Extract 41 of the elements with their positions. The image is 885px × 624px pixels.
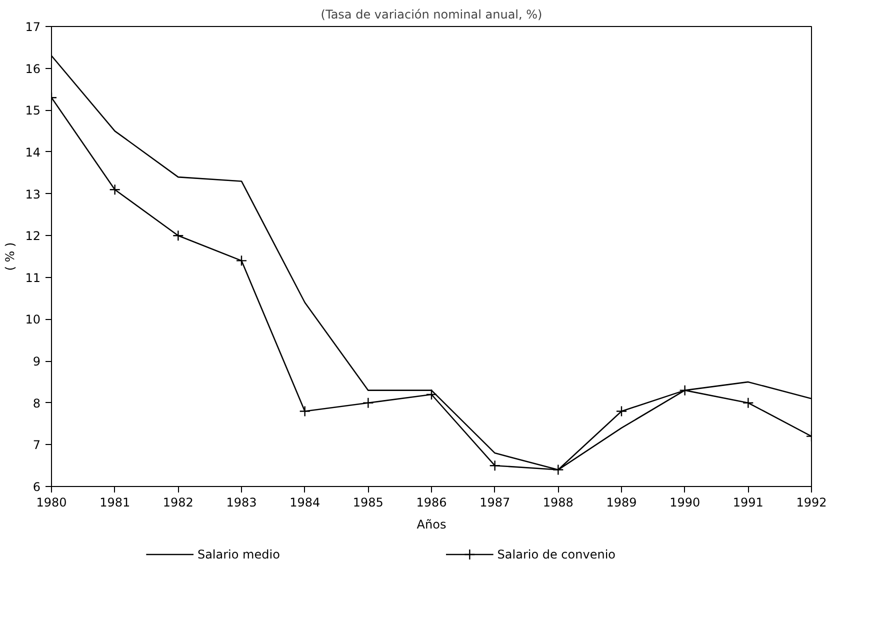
y-tick-label: 7 <box>32 438 41 452</box>
legend-label: Salario medio <box>197 548 280 562</box>
x-tick-label: 1987 <box>480 496 510 510</box>
x-tick-label: 1982 <box>162 496 194 510</box>
x-axis-title: Años <box>416 518 446 532</box>
x-tick-label: 1989 <box>606 496 637 510</box>
x-tick-label: 1980 <box>36 496 67 510</box>
y-axis-title: ( % ) <box>3 242 18 271</box>
x-tick-label: 1990 <box>670 496 700 510</box>
x-tick-label: 1991 <box>732 496 764 510</box>
x-tick-label: 1992 <box>796 496 827 510</box>
y-tick-label: 8 <box>32 396 41 410</box>
x-tick-label: 1981 <box>100 496 130 510</box>
chart-title: (Tasa de variación nominal anual, %) <box>320 8 542 22</box>
point <box>679 384 690 396</box>
x-tick-label: 1984 <box>290 496 320 510</box>
y-tick-label: 14 <box>25 145 41 160</box>
y-tick-label: 16 <box>25 62 41 76</box>
legend-label: Salario de convenio <box>497 548 616 562</box>
point <box>742 397 754 408</box>
point <box>362 397 374 408</box>
point <box>172 230 184 242</box>
point <box>236 255 248 266</box>
y-tick-label: 9 <box>32 354 41 369</box>
point <box>489 460 500 472</box>
point <box>109 184 120 196</box>
y-tick-label: 6 <box>32 480 41 494</box>
y-tick-label: 15 <box>25 104 41 118</box>
y-tick-label: 10 <box>25 312 41 327</box>
x-tick-label: 1988 <box>542 496 574 510</box>
y-tick-label: 11 <box>25 270 41 285</box>
y-tick-label: 12 <box>25 229 41 244</box>
x-tick-label: 1985 <box>352 496 384 510</box>
y-tick-label: 13 <box>25 187 41 202</box>
x-tick-label: 1986 <box>416 496 447 510</box>
y-tick-label: 17 <box>25 20 41 34</box>
x-tick-label: 1983 <box>226 496 257 510</box>
point <box>552 464 564 476</box>
point <box>616 406 628 417</box>
point <box>426 388 438 400</box>
point <box>299 406 310 417</box>
